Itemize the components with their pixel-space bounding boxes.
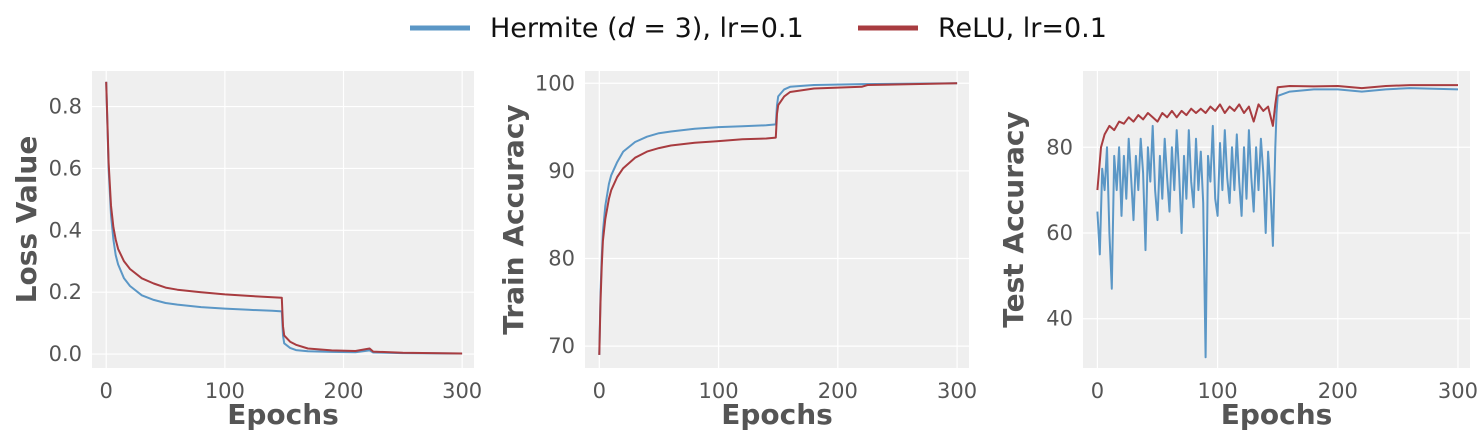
x-tick-label: 0 — [593, 379, 606, 403]
x-tick-label: 300 — [442, 379, 482, 403]
legend-item: Hermite (d = 3), lr=0.1 — [410, 13, 804, 44]
series-line-hermite — [105, 81, 463, 355]
x-axis-label: Epochs — [721, 398, 833, 431]
y-tick-label: 0.2 — [49, 280, 82, 304]
legend-item: ReLU, lr=0.1 — [858, 13, 1107, 44]
y-axis-label: Train Accuracy — [497, 104, 530, 334]
y-axis-label: Loss Value — [10, 136, 43, 304]
x-tick-label: 300 — [937, 379, 977, 403]
y-tick-label: 80 — [548, 246, 575, 270]
y-tick-label: 0.6 — [49, 156, 82, 180]
y-tick-label: 100 — [535, 71, 575, 95]
x-tick-label: 100 — [205, 379, 245, 403]
x-tick-label: 0 — [1091, 379, 1104, 403]
x-tick-label: 0 — [100, 379, 113, 403]
y-tick-label: 80 — [1046, 135, 1073, 159]
x-tick-label: 100 — [699, 379, 739, 403]
y-tick-label: 90 — [548, 159, 575, 183]
y-tick-label: 70 — [548, 334, 575, 358]
x-tick-label: 200 — [818, 379, 858, 403]
series-line-hermite — [598, 82, 958, 355]
x-axis-label: Epochs — [1221, 398, 1333, 431]
series-line-relu — [1096, 84, 1458, 191]
x-axis-label: Epochs — [227, 398, 339, 431]
y-tick-label: 60 — [1046, 221, 1073, 245]
x-tick-label: 200 — [323, 379, 363, 403]
series-line-relu — [105, 81, 463, 355]
x-tick-label: 300 — [1438, 379, 1478, 403]
y-tick-label: 0.8 — [49, 95, 82, 119]
y-tick-label: 40 — [1046, 307, 1073, 331]
series-line-relu — [598, 82, 958, 355]
y-tick-label: 0.0 — [49, 342, 82, 366]
x-tick-label: 200 — [1318, 379, 1358, 403]
subplot-1: 0 100 200 300 0.0 0.2 0.4 0.6 0.8 Epochs Loss Valu… — [10, 71, 482, 431]
y-axis-label: Test Accuracy — [997, 111, 1030, 328]
legend-label: ReLU, lr=0.1 — [938, 13, 1107, 44]
series-line-hermite — [1096, 87, 1459, 359]
x-tick-label: 100 — [1198, 379, 1238, 403]
subplot-3: 0 100 200 300 40 60 80 Epochs Test Accuracy — [997, 71, 1478, 431]
legend-label: Hermite (d = 3), lr=0.1 — [490, 13, 804, 44]
y-tick-label: 0.4 — [49, 218, 82, 242]
